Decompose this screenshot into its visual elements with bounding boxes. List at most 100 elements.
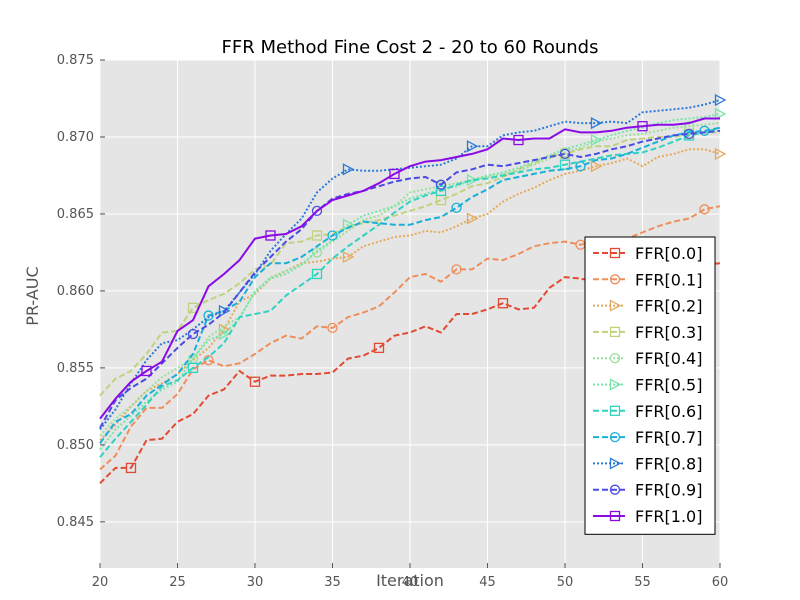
legend-marker (609, 247, 621, 259)
data-point-marker (311, 205, 323, 217)
legend-marker (609, 274, 621, 285)
x-tick-label: 20 (92, 575, 109, 590)
data-point-marker (265, 230, 276, 241)
legend-label: FFR[0.0] (635, 244, 702, 263)
y-tick-label: 0.860 (57, 284, 94, 299)
data-point-marker (141, 365, 152, 377)
data-point-marker (389, 168, 400, 180)
data-point-marker (714, 93, 727, 107)
data-point-marker (342, 163, 355, 176)
series-FFR[0.9] (99, 128, 721, 429)
legend-item: FFR[0.1] (593, 270, 702, 289)
data-point-marker (637, 121, 648, 132)
data-point-marker (513, 134, 524, 146)
data-point-marker (683, 128, 695, 140)
data-point-marker (249, 376, 261, 387)
data-point-marker (187, 328, 199, 340)
y-tick-label: 0.855 (57, 361, 94, 376)
data-point-marker (466, 173, 479, 187)
legend-marker (609, 457, 622, 470)
y-axis-ticks: 0.845 0.850 0.855 0.860 0.865 0.870 0.875 (57, 53, 105, 530)
legend-item: FFR[0.6] (593, 402, 702, 421)
legend-item: FFR[1.0] (593, 507, 702, 526)
y-tick-label: 0.850 (57, 438, 94, 453)
data-point-marker (342, 250, 355, 264)
data-point-marker (218, 327, 231, 341)
x-tick-label: 40 (402, 575, 419, 590)
y-axis-title: PR-AUC (23, 266, 42, 325)
data-point-marker (559, 148, 571, 160)
data-point-marker (714, 107, 727, 120)
series-line (99, 126, 721, 458)
legend-marker (609, 510, 621, 522)
legend-marker (609, 431, 621, 443)
series-line (99, 122, 721, 437)
data-point-marker (466, 140, 479, 153)
series-line (99, 131, 720, 397)
data-point-marker (187, 362, 199, 374)
data-point-marker (451, 202, 462, 213)
data-point-marker (575, 161, 586, 172)
x-tick-label: 55 (634, 575, 651, 590)
legend-label: FFR[0.9] (635, 481, 702, 500)
legend-item: FFR[0.0] (593, 244, 702, 263)
data-point-marker (435, 179, 447, 190)
legend-label: FFR[0.4] (635, 349, 702, 368)
data-point-marker (559, 159, 571, 170)
series-line (99, 112, 721, 451)
data-point-marker (699, 204, 710, 215)
legend-item: FFR[0.7] (593, 428, 702, 447)
legend-marker (609, 326, 621, 338)
y-tick-label: 0.875 (57, 53, 94, 68)
legend-label: FFR[0.3] (635, 323, 702, 342)
legend-label: FFR[0.2] (635, 297, 702, 316)
legend-label: FFR[1.0] (635, 507, 702, 526)
data-point-marker (311, 247, 323, 258)
data-point-marker (590, 133, 603, 147)
x-tick-label: 45 (479, 575, 496, 590)
legend-item: FFR[0.8] (593, 454, 702, 473)
data-point-marker (327, 230, 338, 241)
data-point-marker (451, 264, 462, 275)
data-point-marker (187, 302, 199, 313)
legend-item: FFR[0.9] (593, 481, 702, 500)
x-tick-label: 60 (712, 575, 729, 590)
data-point-marker (311, 268, 323, 280)
data-point-marker (590, 160, 603, 173)
data-point-marker (699, 125, 710, 136)
legend-marker (609, 378, 622, 391)
data-point-marker (125, 462, 137, 474)
data-point-marker (327, 322, 338, 334)
series-FFR[0.5] (99, 107, 727, 451)
legend-item: FFR[0.5] (593, 376, 702, 395)
legend-label: FFR[0.7] (635, 428, 702, 447)
legend-label: FFR[0.6] (635, 402, 702, 421)
legend-label: FFR[0.1] (635, 270, 702, 289)
y-tick-label: 0.870 (57, 130, 94, 145)
data-point-marker (311, 230, 323, 241)
y-tick-label: 0.865 (57, 207, 94, 222)
legend-item: FFR[0.2] (593, 297, 702, 316)
series-line (99, 148, 721, 441)
x-tick-label: 25 (169, 575, 186, 590)
legend-item: FFR[0.3] (593, 323, 702, 342)
data-point-marker (373, 342, 385, 354)
y-tick-label: 0.845 (57, 515, 94, 530)
data-point-marker (435, 185, 447, 196)
x-tick-label: 35 (324, 575, 341, 590)
x-tick-label: 30 (247, 575, 264, 590)
x-axis-title: Iteration (376, 571, 444, 590)
legend-item: FFR[0.4] (593, 349, 702, 368)
legend-box (584, 236, 716, 535)
legend: FFR[0.0] FFR[0.1] FFR[0.2] FFR[0.3] FFR[0.4]… (584, 236, 716, 535)
legend-marker (609, 484, 621, 495)
series-line (99, 117, 720, 420)
legend-label: FFR[0.8] (635, 454, 702, 473)
chart-title: FFR Method Fine Cost 2 - 20 to 60 Rounds (222, 37, 599, 58)
x-axis-ticks: 20 25 30 35 40 45 50 55 60 (92, 563, 729, 590)
legend-label: FFR[0.5] (635, 376, 702, 395)
data-point-marker (466, 212, 479, 225)
series-line (99, 129, 721, 429)
x-tick-label: 50 (557, 575, 574, 590)
